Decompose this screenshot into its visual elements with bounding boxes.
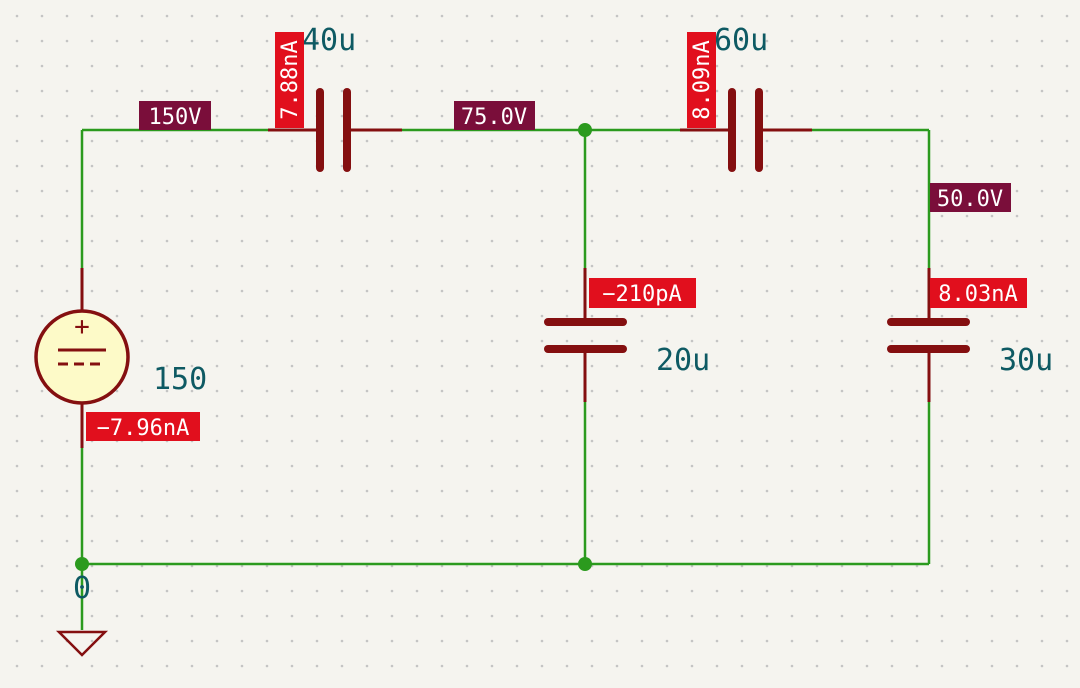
capacitor-c1[interactable]: [268, 88, 402, 172]
current-label-c4: 8.03nA: [930, 278, 1027, 308]
ground-net-label: 0: [73, 571, 91, 606]
grid-dots: [15, 14, 1069, 668]
c2-value: 60u: [714, 23, 768, 58]
capacitor-c3[interactable]: [544, 268, 627, 402]
current-label-text: 7.88nA: [278, 40, 303, 119]
voltage-label-n1: 150V: [139, 101, 211, 130]
voltage-label-text: 150V: [149, 105, 202, 130]
junction-dot: [75, 557, 89, 571]
voltage-label-n2: 75.0V: [454, 101, 535, 130]
wires: [80, 128, 931, 630]
current-label-text: −7.96nA: [97, 416, 190, 441]
current-label-c3: −210pA: [589, 278, 696, 308]
ground-icon: [55, 630, 109, 657]
c1-value: 40u: [302, 23, 356, 58]
current-label-text: 8.03nA: [938, 282, 1017, 307]
current-label-text: 8.09nA: [690, 40, 715, 119]
c4-value: 30u: [999, 343, 1053, 378]
junction-dot: [578, 123, 592, 137]
current-label-c2: 8.09nA: [687, 32, 716, 128]
source-plus-symbol: +: [74, 312, 90, 342]
voltage-label-text: 75.0V: [461, 105, 527, 130]
junctions: [75, 123, 592, 571]
voltage-source[interactable]: +: [34, 268, 130, 448]
voltage-label-n3: 50.0V: [930, 183, 1011, 212]
current-label-source: −7.96nA: [86, 412, 200, 441]
voltage-label-text: 50.0V: [937, 187, 1003, 212]
current-label-c1: 7.88nA: [275, 32, 304, 128]
junction-dot: [578, 557, 592, 571]
capacitor-c4[interactable]: [887, 268, 970, 402]
current-label-text: −210pA: [602, 282, 681, 307]
source-body: [34, 309, 130, 405]
capacitor-c2[interactable]: [680, 88, 812, 172]
c3-value: 20u: [656, 343, 710, 378]
source-value: 150: [153, 362, 207, 397]
